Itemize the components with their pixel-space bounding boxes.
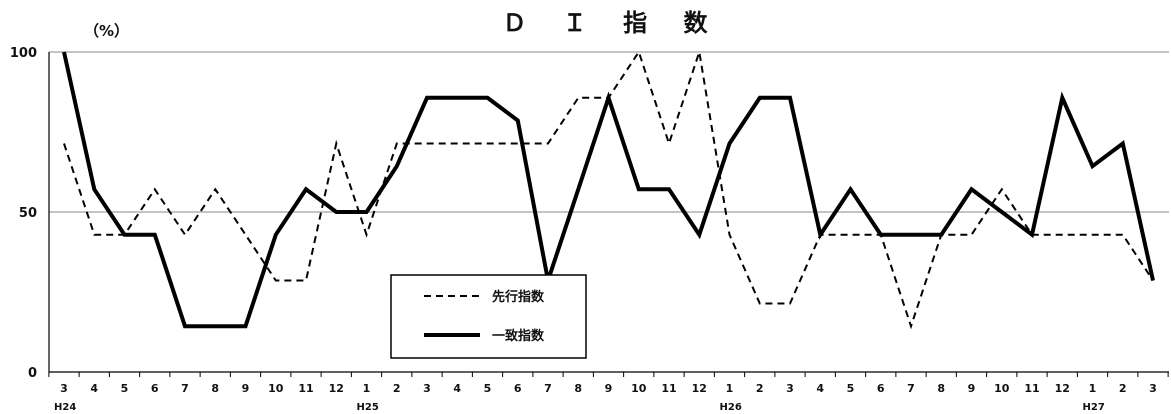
legend: 先行指数 一致指数 — [390, 274, 587, 359]
x-tick-label: 3 — [1149, 382, 1157, 395]
x-tick-label: 2 — [393, 382, 401, 395]
x-tick-label: 7 — [544, 382, 552, 395]
y-tick-label: 100 — [10, 46, 37, 61]
x-tick-label: 4 — [816, 382, 824, 395]
era-label: H24 — [54, 402, 76, 413]
x-tick-label: 5 — [121, 382, 129, 395]
y-tick-label: 0 — [28, 366, 37, 381]
y-tick-label: 50 — [19, 206, 37, 221]
x-tick-label: 1 — [1089, 382, 1097, 395]
series-layer — [62, 49, 1155, 330]
x-tick-label: 4 — [90, 382, 98, 395]
x-tick-label: 5 — [847, 382, 855, 395]
x-tick-label: 11 — [1024, 382, 1039, 395]
x-tick-label: 8 — [211, 382, 219, 395]
x-tick-label: 8 — [574, 382, 582, 395]
x-tick-label: 12 — [329, 382, 344, 395]
x-tick-label: 1 — [363, 382, 371, 395]
x-tick-label: 3 — [423, 382, 431, 395]
x-tick-label: 11 — [298, 382, 313, 395]
x-tick-label: 10 — [268, 382, 284, 395]
x-tick-label: 12 — [692, 382, 707, 395]
x-tick-label: 6 — [877, 382, 885, 395]
x-tick-label: 10 — [994, 382, 1010, 395]
x-tick-label: 3 — [60, 382, 68, 395]
x-tick-label: 4 — [453, 382, 461, 395]
unit-label: （%） — [84, 22, 129, 40]
era-label: H26 — [720, 402, 742, 413]
legend-box — [390, 274, 587, 359]
legend-label-coincident: 一致指数 — [492, 328, 545, 344]
x-tick-label: 7 — [181, 382, 189, 395]
series-line-coincident — [62, 51, 1155, 329]
era-label: H27 — [1083, 402, 1105, 413]
x-tick-label: 8 — [937, 382, 945, 395]
x-tick-label: 6 — [514, 382, 522, 395]
x-tick-label: 9 — [968, 382, 976, 395]
x-tick-label: 2 — [756, 382, 764, 395]
x-tick-label: 12 — [1055, 382, 1070, 395]
x-tick-label: 7 — [907, 382, 915, 395]
x-tick-label: 3 — [786, 382, 794, 395]
x-tick-label: 5 — [484, 382, 492, 395]
x-tick-label: 11 — [661, 382, 676, 395]
x-tick-label: 6 — [151, 382, 159, 395]
x-tick-label: 10 — [631, 382, 647, 395]
x-tick-label: 1 — [726, 382, 734, 395]
chart-title: Ｄ Ｉ 指 数 — [502, 9, 721, 37]
x-tick-label: 2 — [1119, 382, 1127, 395]
x-tick-label: 9 — [605, 382, 613, 395]
x-tick-label: 9 — [242, 382, 250, 395]
legend-label-leading: 先行指数 — [492, 289, 545, 305]
era-label: H25 — [357, 402, 379, 413]
